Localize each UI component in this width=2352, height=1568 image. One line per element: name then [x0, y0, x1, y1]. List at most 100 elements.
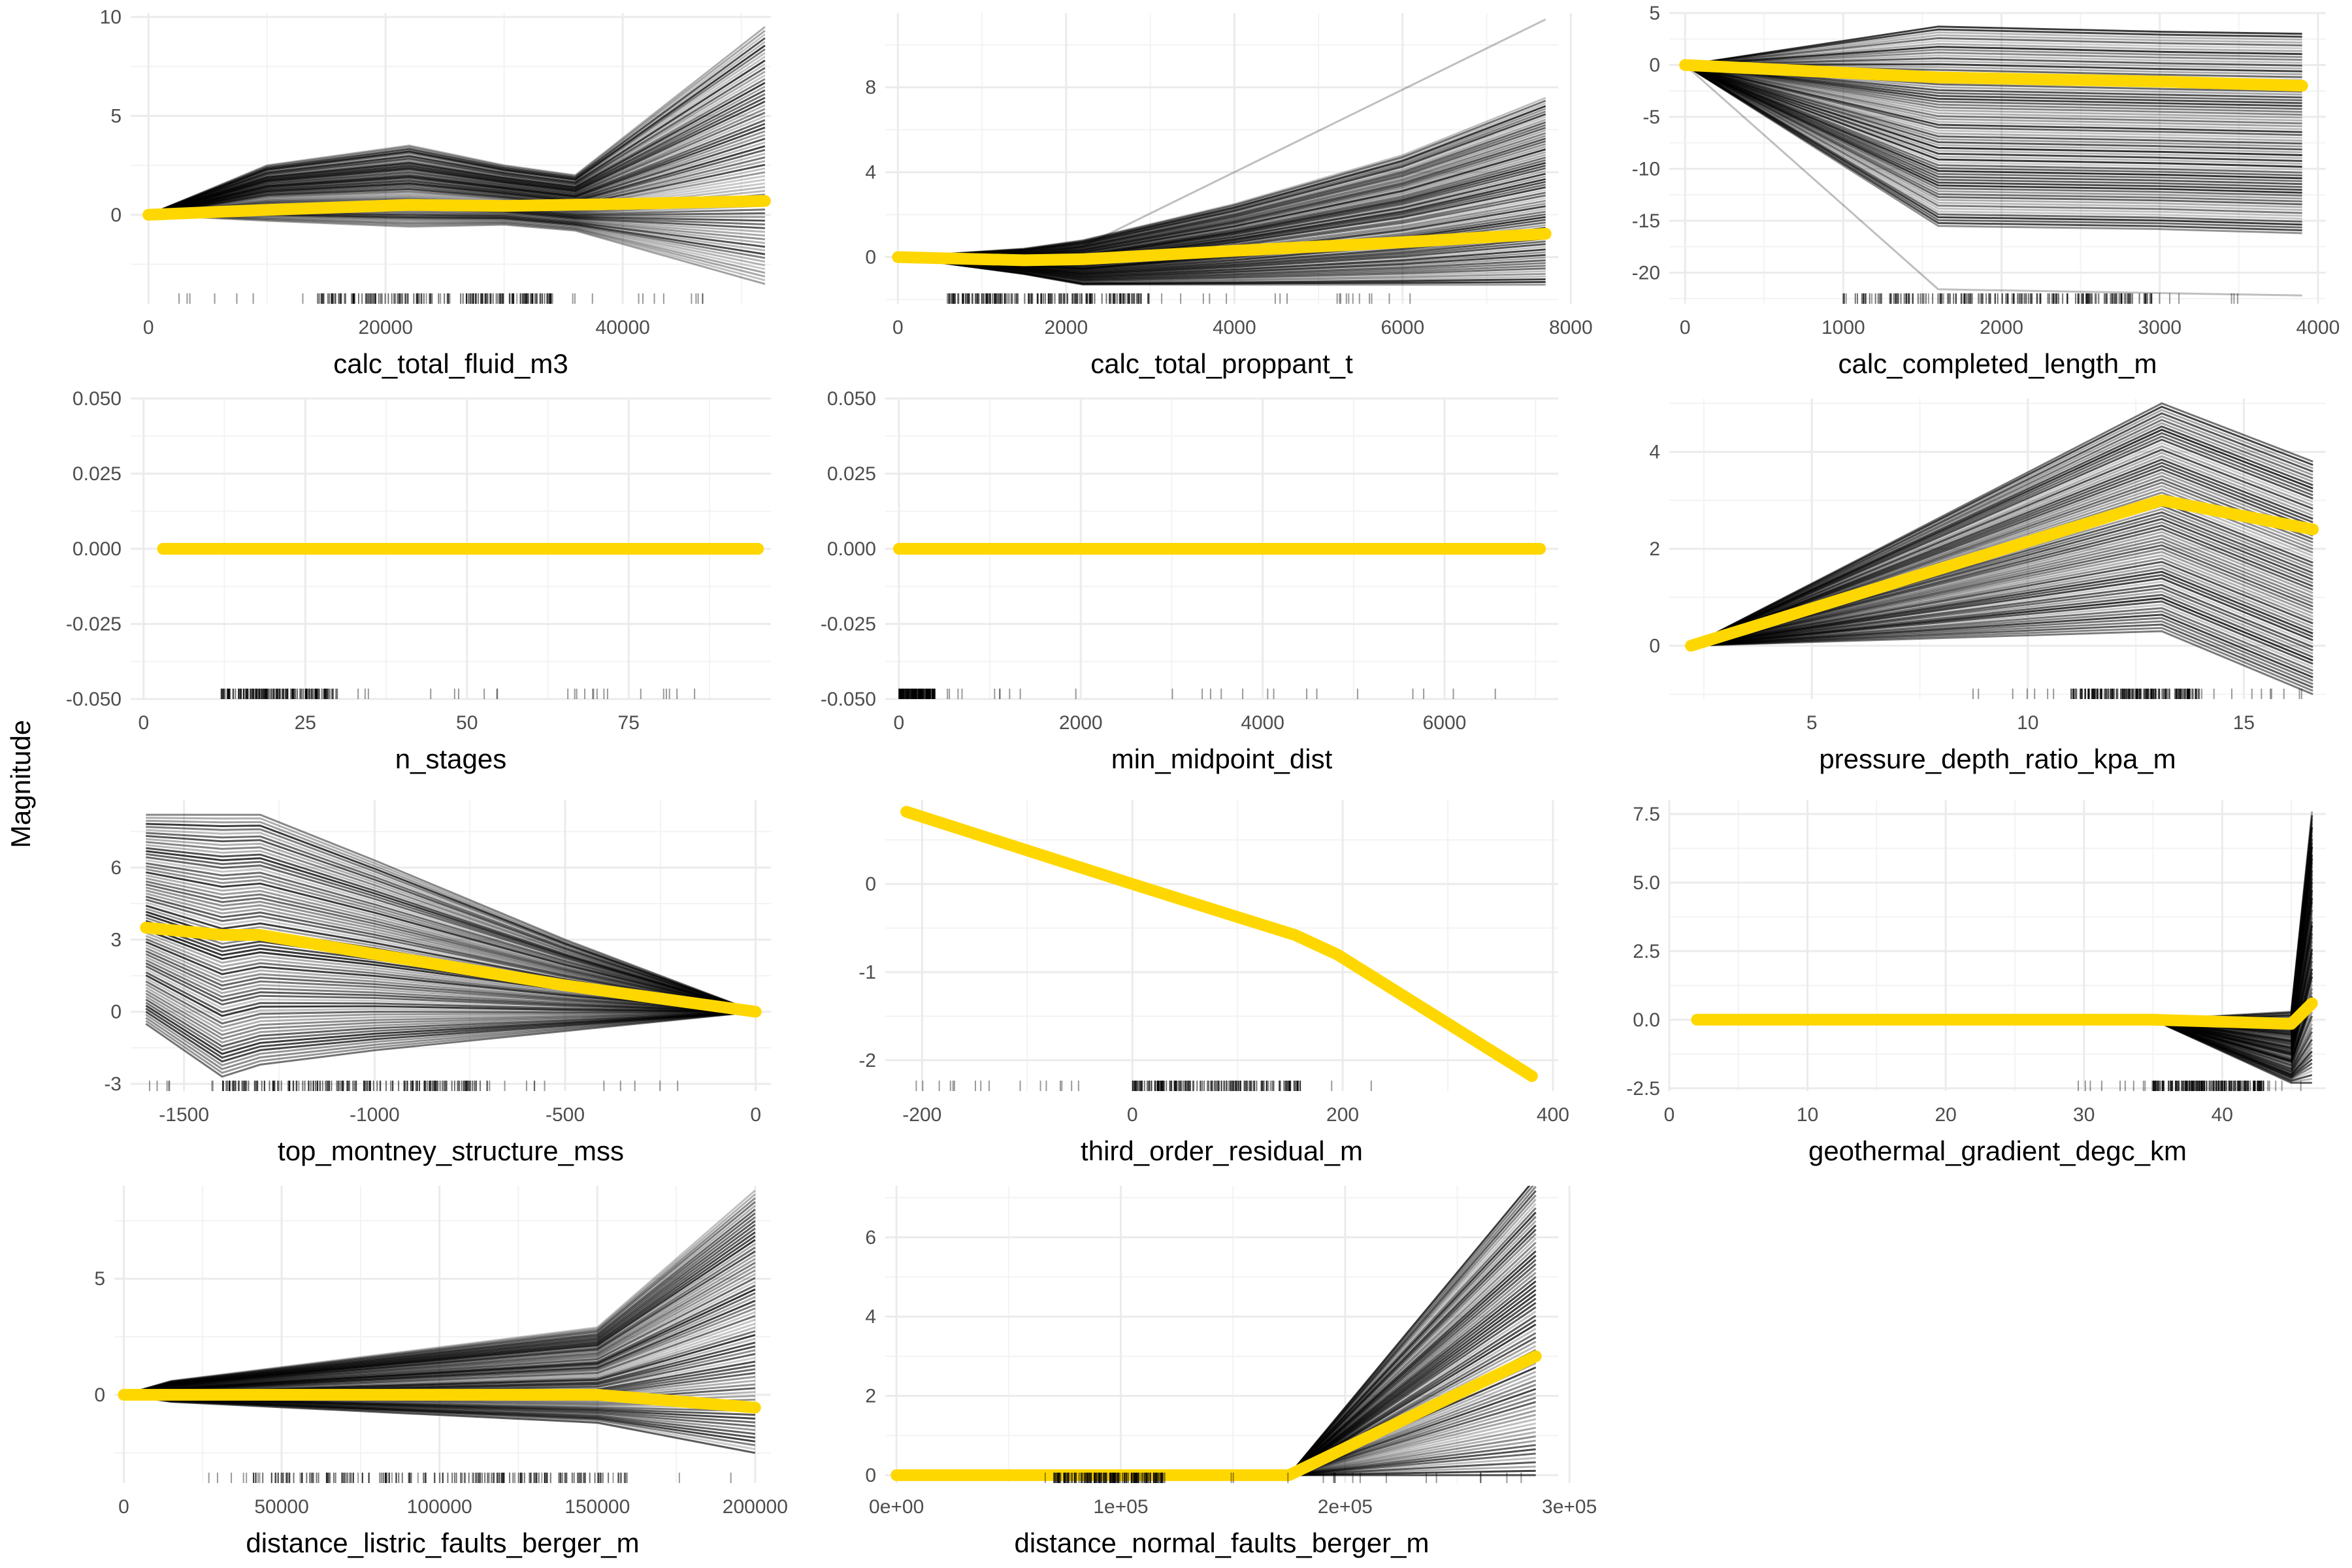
ice-curve: [1685, 64, 2302, 99]
ice-curve: [1690, 458, 2313, 647]
ice-curve: [1690, 468, 2313, 647]
panel-5: 0 2000 4000 6000 0.050 0.025 0.000 -0.025 -0.050…: [821, 388, 1558, 774]
ice-curve: [146, 835, 757, 1013]
ice-curve: [145, 1011, 756, 1078]
ice-curve: [1690, 607, 2313, 672]
ice-curve: [1684, 64, 2302, 145]
ice-curve: [1685, 64, 2302, 101]
x-tick-label: 50: [456, 712, 478, 734]
ice-curve: [1684, 64, 2302, 168]
ice-curve: [145, 880, 757, 1013]
ice-curve: [896, 1414, 1537, 1477]
x-tick-label: 75: [618, 712, 640, 734]
ice-curve: [145, 987, 756, 1032]
ice-curve: [146, 826, 757, 1013]
ice-curve: [145, 938, 756, 1013]
ice-curve: [898, 256, 1546, 285]
ice-curve: [1697, 854, 2313, 1024]
ice-curve: [145, 968, 756, 1013]
rug-marks: [1044, 1473, 1522, 1483]
y-tick-label: 0: [110, 204, 122, 226]
ice-curve: [148, 29, 766, 216]
ice-curve: [148, 156, 766, 216]
ice-curve: [1690, 521, 2313, 647]
x-tick-label: -1500: [159, 1104, 209, 1126]
ice-curve: [1697, 894, 2313, 1035]
ice-curve: [1690, 570, 2313, 647]
ice-curve: [1690, 451, 2313, 647]
x-tick-label: 6000: [1380, 317, 1424, 338]
ice-curve: [146, 819, 757, 1013]
x-tick-label: 30: [2073, 1104, 2095, 1126]
ice-curve: [1690, 419, 2313, 647]
y-tick-label: 6: [110, 857, 122, 879]
x-axis-title: distance_listric_faults_berger_m: [246, 1527, 639, 1558]
ice-curve: [1685, 46, 2302, 66]
x-tick-label: 0: [1680, 317, 1691, 338]
ice-curve: [1697, 823, 2313, 1021]
ice-curve: [1690, 438, 2313, 647]
x-axis-title: geothermal_gradient_degc_km: [1808, 1135, 2187, 1166]
pdp-line: [140, 921, 762, 1018]
x-tick-label: 40000: [595, 317, 649, 338]
ice-curve: [1691, 627, 2313, 692]
ice-curve: [1690, 590, 2313, 655]
panel-6: 5 10 15 0 2 4 pressure_depth_ratio_kpa_m: [1649, 399, 2326, 774]
ice-curve: [1684, 64, 2302, 211]
ice-curve: [1690, 531, 2313, 647]
ice-curve: [1690, 524, 2313, 647]
ice-curve: [1690, 564, 2313, 647]
x-axis-title: calc_total_proppant_t: [1090, 348, 1353, 379]
ice-curve: [1690, 471, 2313, 647]
x-tick-label: 10: [1797, 1104, 1818, 1126]
y-tick-label: 5.0: [1633, 872, 1660, 894]
ice-curve: [1684, 64, 2302, 151]
y-tick-label: -15: [1632, 210, 1660, 232]
ice-curve: [1684, 64, 2302, 165]
ice-curve: [146, 832, 757, 1013]
ice-curve: [1690, 597, 2313, 662]
y-tick-label: 0: [1649, 635, 1660, 657]
ice-curve: [146, 813, 757, 1013]
ice-curve: [1691, 623, 2313, 689]
ice-curves: [1697, 811, 2313, 1084]
ice-curve: [1684, 64, 2302, 176]
ice-curve: [146, 868, 757, 1013]
ice-curve: [1685, 42, 2302, 66]
ice-curve: [1690, 461, 2313, 647]
ice-curve: [146, 859, 757, 1013]
ice-curves: [896, 1186, 1537, 1477]
ice-curve: [148, 163, 766, 216]
y-tick-label: 0.025: [73, 463, 122, 485]
ice-curve: [148, 145, 766, 216]
x-tick-label: 50000: [254, 1496, 308, 1518]
y-tick-label: 0.000: [827, 538, 876, 560]
x-tick-label: 0: [1664, 1104, 1675, 1126]
y-tick-label: 0: [865, 247, 876, 269]
ice-curve: [145, 998, 756, 1048]
ice-curve: [148, 44, 766, 216]
x-axis-title: pressure_depth_ratio_kpa_m: [1819, 743, 2176, 774]
ice-curve: [145, 889, 757, 1013]
ice-curve: [148, 78, 766, 216]
ice-curve: [1697, 870, 2313, 1028]
ice-curve: [148, 214, 766, 286]
ice-curves: [1690, 402, 2313, 695]
ice-curve: [145, 965, 756, 1013]
ice-curve: [1697, 846, 2313, 1022]
ice-curve: [1684, 64, 2302, 194]
ice-curve: [1684, 64, 2302, 116]
ice-curve: [1685, 34, 2302, 66]
ice-curve: [1697, 953, 2313, 1050]
x-tick-label: 5: [1806, 712, 1818, 734]
x-tick-label: 0e+00: [869, 1496, 924, 1518]
ice-curves: [145, 813, 757, 1078]
ice-curve: [146, 841, 757, 1013]
rug-marks: [148, 1081, 679, 1091]
y-tick-label: -0.050: [66, 689, 122, 710]
x-tick-label: 150000: [564, 1496, 630, 1518]
ice-curve: [1685, 48, 2302, 66]
pdp-line: [118, 1388, 761, 1414]
ice-curve: [145, 962, 756, 1013]
